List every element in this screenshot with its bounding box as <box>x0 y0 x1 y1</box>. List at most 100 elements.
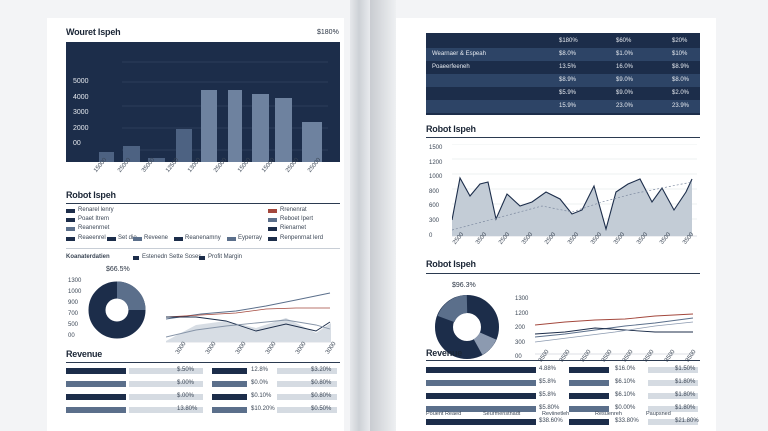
legend-swatch <box>268 218 277 222</box>
legend-label: Poaet Itrem <box>78 216 110 222</box>
revenue-value: $6.10% <box>615 379 636 385</box>
page-fold <box>370 0 396 431</box>
divider <box>426 273 700 274</box>
revenue-value: $21.80% <box>675 418 699 424</box>
revenue-bar <box>569 419 609 425</box>
revenue-bar <box>569 393 609 399</box>
y-tick: 1000 <box>429 174 443 181</box>
table-row <box>426 100 700 113</box>
legend-swatch <box>66 237 75 241</box>
legend-label: Set dio <box>118 235 137 241</box>
revenue-value: $0.50% <box>311 406 332 412</box>
legend-swatch <box>66 218 75 222</box>
legend-label: Rrenenrat <box>280 207 307 213</box>
y-tick: 500 <box>68 322 79 328</box>
legend-swatch <box>107 237 116 241</box>
legend-swatch <box>66 209 75 213</box>
revenue-value: $0.80% <box>311 380 332 386</box>
cell: 23.0% <box>616 103 634 109</box>
table-row <box>426 35 700 48</box>
revenue-value: $1.80% <box>675 392 696 398</box>
revenue-value: 12.8% <box>251 367 269 373</box>
cell: $8.0% <box>559 51 577 57</box>
revenue-bar <box>426 406 536 412</box>
donut-value: $66.5% <box>106 266 130 273</box>
revenue-bar-track <box>648 380 698 386</box>
legend-label: Renarel lenry <box>78 207 114 213</box>
bar-2 <box>123 146 140 162</box>
revenue-value: $38.60% <box>539 418 563 424</box>
revenue-value: $6.10% <box>615 392 636 398</box>
y-tick: 1500 <box>429 145 443 151</box>
line-series <box>166 319 331 338</box>
revenue-bar <box>66 368 126 374</box>
legend-swatch <box>268 237 277 241</box>
y-tick: 00 <box>515 354 522 360</box>
table-row <box>426 87 700 100</box>
bar-8 <box>275 98 292 162</box>
line-y-axis: 1300 1200 200 300 00 <box>515 292 528 365</box>
revenue-value: $0.0% <box>251 380 269 386</box>
legend-label: Reanenrnet <box>78 225 110 231</box>
line-series <box>166 316 331 332</box>
table-row <box>426 61 700 74</box>
section-heading: Koanaterdatien <box>66 254 110 260</box>
revenue-bar-track <box>129 368 203 374</box>
x-tick: 3000 <box>265 341 278 356</box>
revenue-value: $10.20% <box>251 406 275 412</box>
revenue-bar-track <box>277 381 337 387</box>
revenue-bar <box>212 394 247 400</box>
revenue-bar-track <box>648 406 698 412</box>
robot-title: Robot Ispeh <box>426 259 476 269</box>
legend-swatch <box>66 227 75 231</box>
revenue-value: $3.20% <box>311 367 332 373</box>
y-tick: 1200 <box>429 159 443 166</box>
revenue-bar <box>212 368 247 374</box>
divider <box>66 203 340 204</box>
cell: $9.0% <box>616 90 634 96</box>
line-series <box>535 327 693 335</box>
revenue-bar-track <box>277 407 337 413</box>
y-tick: 1300 <box>515 296 529 302</box>
revenue-bar <box>426 393 536 399</box>
revenue-bar-track <box>648 419 698 425</box>
revenue-bar <box>426 419 536 425</box>
line-series <box>452 176 693 232</box>
y-tick: 4000 <box>73 93 89 101</box>
row-label: Poaeerfeeneh <box>432 64 470 70</box>
line-chart <box>166 292 331 343</box>
legend-swatch <box>268 227 277 231</box>
cell: $180% <box>559 38 578 44</box>
y-tick: 1000 <box>68 289 82 295</box>
x-tick: 3000 <box>175 341 188 356</box>
revenue-bar <box>569 380 609 386</box>
y-tick: 3000 <box>73 109 89 116</box>
y-tick: 800 <box>429 188 440 195</box>
y-tick: 1300 <box>68 278 82 284</box>
table-row <box>426 74 700 87</box>
line-series <box>452 181 693 231</box>
cell: $20% <box>672 38 688 44</box>
bar-y-axis: 5000 4000 3000 2000 00 <box>73 74 89 152</box>
right-page: $180% $60% $20% Wearnaer & Espeah $8.0% $1.0%… <box>396 18 716 431</box>
revenue-bar-track <box>129 407 203 413</box>
donut-value: $96.3% <box>452 282 476 289</box>
revenue-value: $5.8% <box>539 392 557 398</box>
revenue-bar <box>426 367 536 373</box>
wealth-value: $180% <box>317 29 339 36</box>
cell: 16.0% <box>616 64 634 70</box>
revenue-bar-track <box>648 393 698 399</box>
left-page: Wouret Ispeh $180% 5000 4000 3000 2000 0… <box>47 18 344 431</box>
x-tick: 3000 <box>205 341 218 356</box>
y-tick: 600 <box>429 203 440 210</box>
divider <box>66 362 340 363</box>
revenue-value: $16.0% <box>615 366 636 372</box>
legend-label: Reanenamny <box>185 235 221 241</box>
cell: 15.9% <box>559 103 577 109</box>
divider <box>426 360 700 361</box>
revenue-value: $1.50% <box>675 366 696 372</box>
legend-label: Eyperray <box>238 235 263 241</box>
revenue-bar <box>66 394 126 400</box>
cell: 13.5% <box>559 64 577 70</box>
y-tick: 00 <box>73 140 81 147</box>
